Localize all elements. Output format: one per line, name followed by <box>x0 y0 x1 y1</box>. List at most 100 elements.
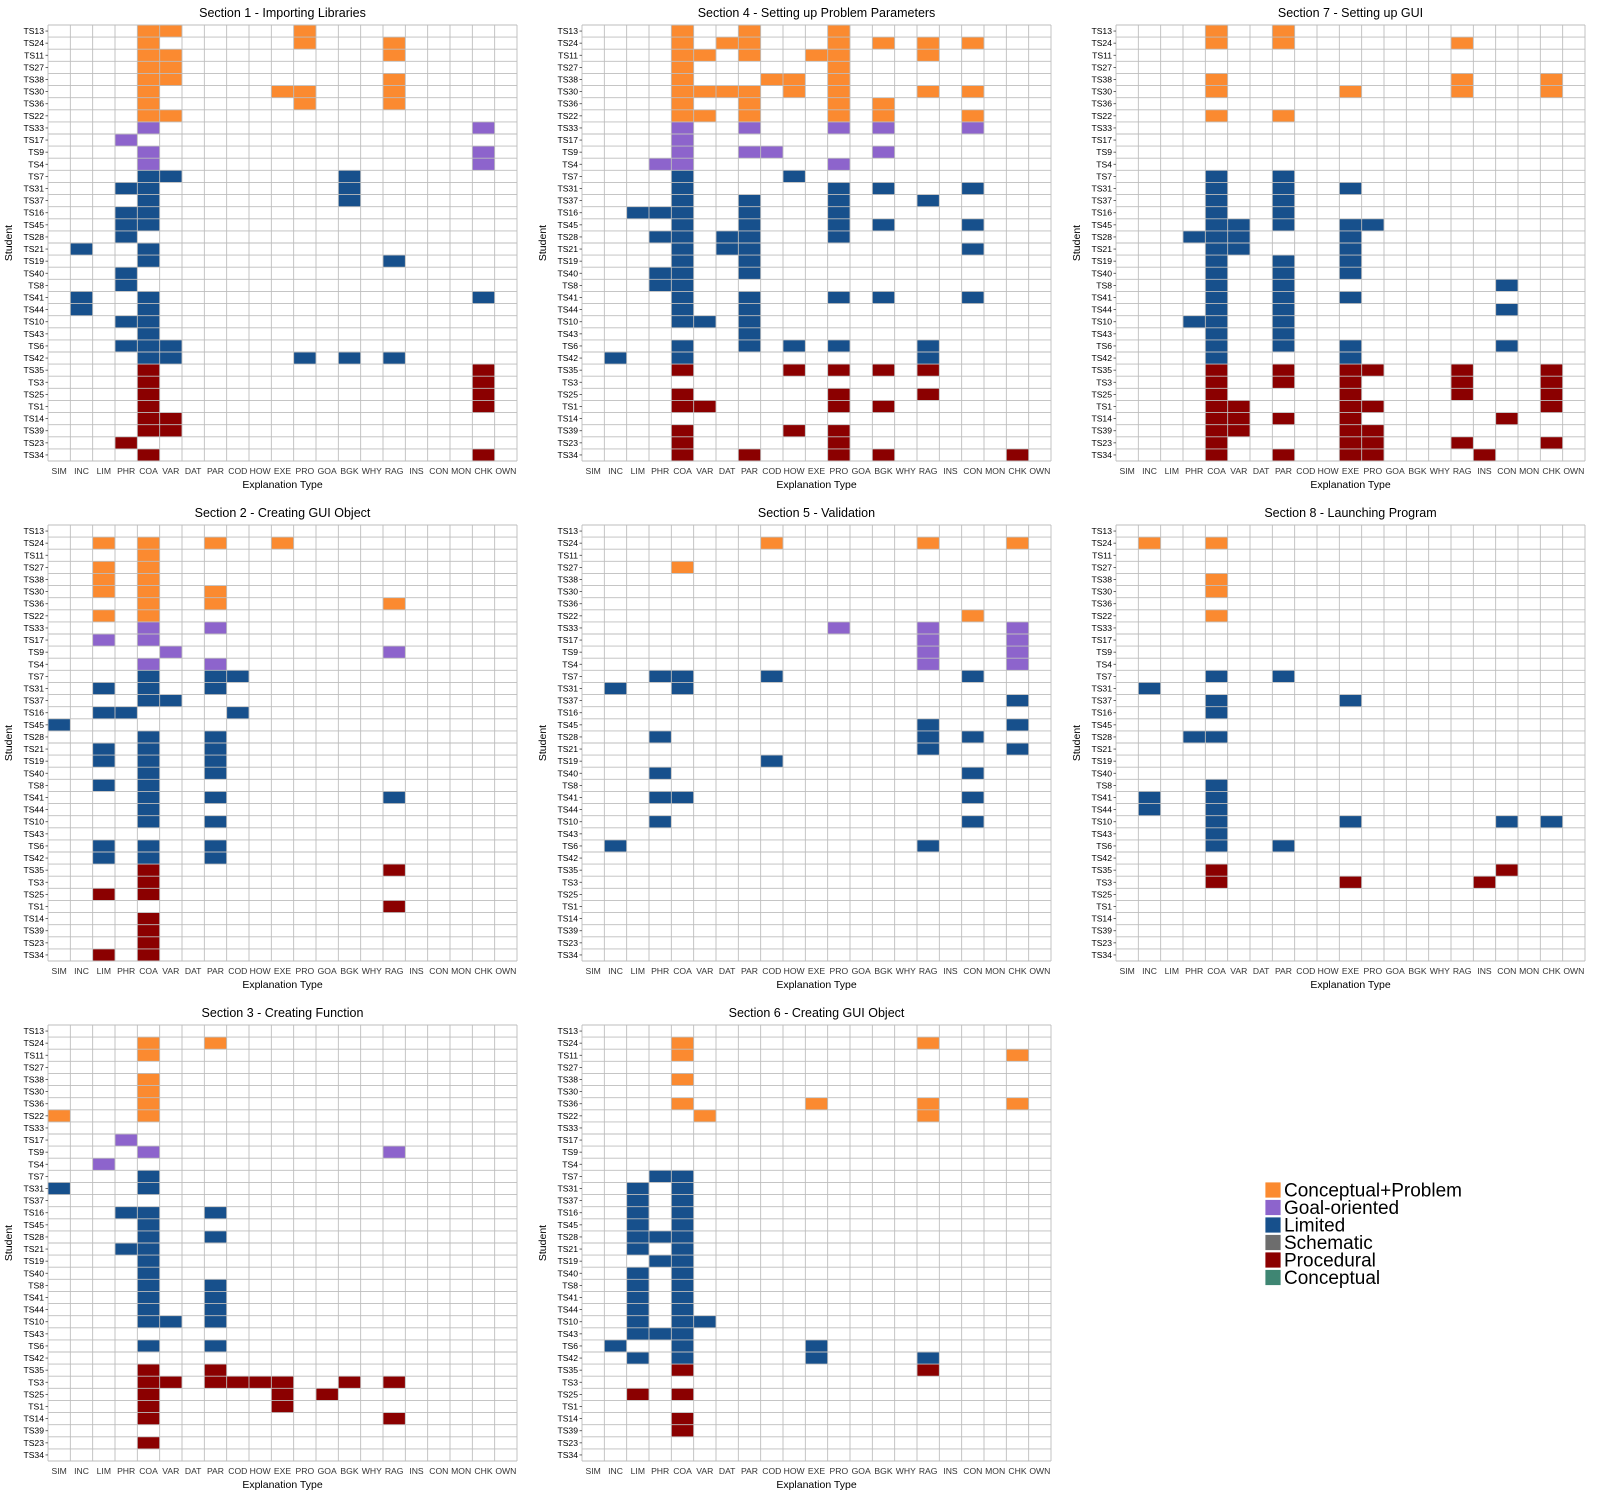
heat-cell <box>1272 327 1295 340</box>
heat-cell <box>671 158 694 171</box>
heat-cell <box>472 448 495 461</box>
heat-cell <box>1540 73 1563 86</box>
panel-3: Section 7 - Setting up GUI TS13 TS24 TS11 TS… <box>1071 6 1586 491</box>
y-tick-label: TS45 <box>1091 720 1112 730</box>
y-tick-label: TS9 <box>28 647 44 657</box>
heat-cell <box>917 339 940 352</box>
y-tick-label: TS22 <box>557 1111 578 1121</box>
x-tick-label: RAG <box>385 966 404 976</box>
heat-cell <box>159 694 182 707</box>
y-tick-label: TS25 <box>557 1389 578 1399</box>
y-tick-label: TS9 <box>562 1147 578 1157</box>
y-tick-label: TS23 <box>557 1438 578 1448</box>
heat-cell <box>626 1230 649 1243</box>
y-tick-label: TS34 <box>1091 450 1112 460</box>
heat-cell <box>1006 646 1029 659</box>
heat-cell <box>760 670 783 683</box>
heat-cell <box>137 597 160 610</box>
x-axis-title: Explanation Type <box>776 1479 857 1491</box>
y-tick-label: TS43 <box>23 829 44 839</box>
heat-cell <box>1138 791 1161 804</box>
heat-cell <box>1361 364 1384 377</box>
heat-cell <box>671 303 694 316</box>
heat-cell <box>92 779 115 792</box>
heat-cell <box>760 537 783 550</box>
heat-cell <box>1451 37 1474 50</box>
y-tick-label: TS17 <box>23 135 44 145</box>
heat-cell <box>671 1315 694 1328</box>
y-tick-label: TS13 <box>557 26 578 36</box>
y-tick-label: TS41 <box>23 1293 44 1303</box>
y-tick-label: TS7 <box>1096 171 1112 181</box>
heat-cell <box>671 448 694 461</box>
y-tick-label: TS44 <box>23 1305 44 1315</box>
x-tick-label: SIM <box>52 466 67 476</box>
x-tick-label: COA <box>1207 966 1226 976</box>
x-tick-label: COD <box>762 466 781 476</box>
heat-cell <box>115 267 138 280</box>
y-tick-label: TS27 <box>1091 562 1112 572</box>
heat-cell <box>1339 243 1362 256</box>
y-tick-label: TS8 <box>562 280 578 290</box>
y-tick-label: TS25 <box>23 389 44 399</box>
y-tick-label: TS9 <box>28 1147 44 1157</box>
y-tick-label: TS22 <box>23 1111 44 1121</box>
x-tick-label: MON <box>451 466 471 476</box>
heat-cell <box>917 658 940 671</box>
y-tick-label: TS16 <box>557 208 578 218</box>
heat-cell <box>137 1146 160 1159</box>
heat-cell <box>1361 218 1384 231</box>
heat-cell <box>1451 376 1474 389</box>
x-tick-label: CON <box>1497 966 1516 976</box>
y-tick-label: TS41 <box>557 793 578 803</box>
heat-cell <box>805 49 828 62</box>
heat-cell <box>738 448 761 461</box>
y-tick-label: TS42 <box>1091 353 1112 363</box>
heat-cell <box>159 73 182 86</box>
heat-cell <box>204 730 227 743</box>
y-tick-label: TS4 <box>562 1159 578 1169</box>
y-tick-label: TS41 <box>1091 293 1112 303</box>
y-tick-label: TS16 <box>557 708 578 718</box>
heat-cell <box>137 146 160 159</box>
heat-cell <box>671 1412 694 1425</box>
heat-cell <box>626 1206 649 1219</box>
heat-cell <box>1205 364 1228 377</box>
heat-cell <box>671 1364 694 1377</box>
x-tick-label: OWN <box>1563 966 1584 976</box>
heat-cell <box>626 1194 649 1207</box>
y-tick-label: TS6 <box>28 341 44 351</box>
y-tick-label: TS21 <box>557 744 578 754</box>
heat-cell <box>1205 537 1228 550</box>
x-tick-label: COD <box>1296 966 1315 976</box>
y-tick-label: TS25 <box>23 889 44 899</box>
heat-cell <box>1183 230 1206 243</box>
y-tick-label: TS21 <box>557 1244 578 1254</box>
y-tick-label: TS42 <box>23 853 44 863</box>
heat-cell <box>1361 436 1384 449</box>
heat-cell <box>137 1073 160 1086</box>
heat-cell <box>1227 424 1250 437</box>
heat-cell <box>92 1158 115 1171</box>
heat-cell <box>961 767 984 780</box>
x-tick-label: WHY <box>1430 466 1450 476</box>
heat-cell <box>827 109 850 122</box>
heat-cell <box>649 815 672 828</box>
heat-cell <box>1205 315 1228 328</box>
heat-cell <box>738 315 761 328</box>
y-tick-label: TS11 <box>1092 50 1112 60</box>
heat-cell <box>738 146 761 159</box>
y-tick-label: TS7 <box>562 1171 578 1181</box>
y-tick-label: TS7 <box>562 171 578 181</box>
x-tick-label: CON <box>429 966 448 976</box>
heat-cell <box>137 448 160 461</box>
x-tick-label: SIM <box>52 1466 67 1476</box>
grid-lines <box>47 1024 518 1462</box>
heat-cell <box>137 376 160 389</box>
heat-cell <box>1361 400 1384 413</box>
x-tick-label: GOA <box>1386 966 1405 976</box>
heat-cell <box>1272 339 1295 352</box>
heat-cell <box>204 852 227 865</box>
x-tick-label: INC <box>74 466 89 476</box>
y-tick-label: TS1 <box>562 1402 578 1412</box>
